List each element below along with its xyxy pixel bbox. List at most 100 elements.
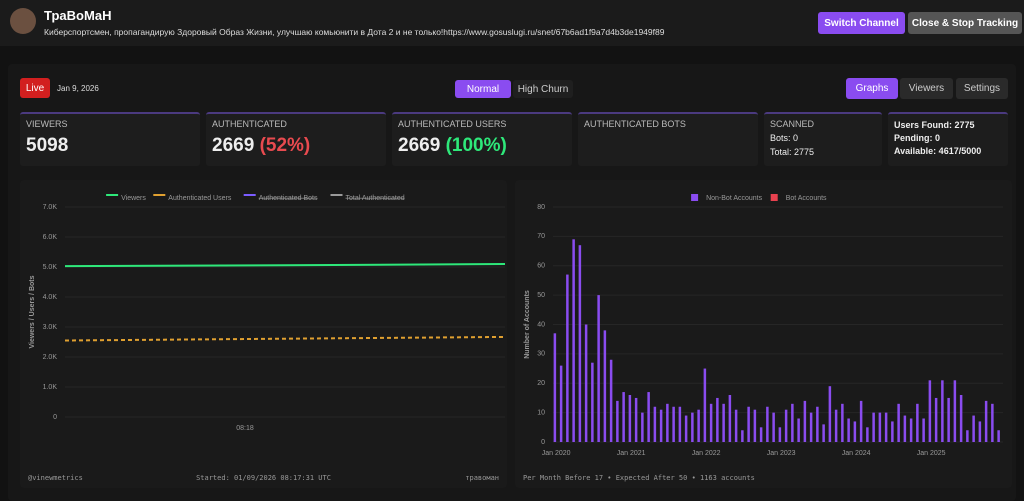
bar bbox=[616, 400, 619, 442]
legend-label: Total Authenticated bbox=[346, 195, 405, 202]
bar bbox=[934, 397, 938, 442]
card-label: VIEWERS bbox=[26, 119, 68, 129]
y-axis-label: Viewers / Users / Bots bbox=[29, 275, 36, 348]
card-value: 2669 bbox=[398, 135, 441, 156]
card-line: Available: 4617/5000 bbox=[894, 146, 982, 156]
card: SCANNED Bots: 0 Total: 2775 bbox=[764, 112, 882, 166]
x-tick-label: Jan 2021 bbox=[617, 450, 646, 457]
bar bbox=[784, 409, 788, 442]
x-tick-label: Jan 2023 bbox=[767, 450, 796, 457]
bar bbox=[859, 400, 863, 442]
y-tick-label: 1.0K bbox=[43, 384, 58, 391]
legend-label: Bot Accounts bbox=[786, 195, 827, 202]
card-value: 2669 bbox=[212, 135, 255, 156]
y-tick-label: 3.0K bbox=[43, 324, 58, 331]
card-label: AUTHENTICATED bbox=[212, 119, 287, 129]
tab-graphs[interactable]: Graphs bbox=[846, 78, 898, 99]
bar bbox=[716, 397, 719, 442]
bar bbox=[697, 409, 700, 442]
legend-label: Authenticated Bots bbox=[259, 195, 318, 202]
card-label: AUTHENTICATED USERS bbox=[398, 119, 507, 129]
bar bbox=[922, 418, 925, 442]
bar bbox=[791, 403, 794, 442]
bar bbox=[778, 427, 782, 442]
card-line: Total: 2775 bbox=[770, 147, 815, 157]
bar bbox=[622, 392, 625, 442]
tab-viewers[interactable]: Viewers bbox=[900, 78, 953, 99]
bar bbox=[584, 324, 588, 442]
bar bbox=[684, 415, 688, 442]
x-tick-label: Jan 2024 bbox=[842, 450, 871, 457]
card-line: Users Found: 2775 bbox=[894, 120, 975, 130]
bar bbox=[634, 397, 638, 442]
legend-swatch bbox=[243, 194, 256, 196]
bar bbox=[966, 430, 969, 442]
y-tick-label: 30 bbox=[537, 351, 545, 358]
bar bbox=[884, 412, 888, 442]
bar-chart: 0 10 20 30 40 50 60 70 80 Number of Accounts Non-B… bbox=[515, 180, 1012, 488]
bar bbox=[797, 418, 800, 442]
bar bbox=[666, 403, 669, 442]
bar bbox=[741, 430, 744, 442]
bar bbox=[647, 392, 650, 442]
bar bbox=[816, 406, 819, 442]
y-tick-label: 0 bbox=[541, 439, 545, 446]
bar bbox=[822, 424, 825, 442]
card: AUTHENTICATED USERS 2669 (100%) bbox=[392, 112, 572, 166]
bar bbox=[928, 380, 932, 442]
y-tick-label: 50 bbox=[537, 292, 545, 299]
header: ТраВоМаН Киберспортсмен, пропагандирую З… bbox=[0, 0, 1024, 46]
line-chart: 0 1.0K 2.0K 3.0K 4.0K 5.0K 6.0K 7.0K Viewers / U… bbox=[20, 180, 507, 488]
switch-channel-button[interactable]: Switch Channel bbox=[818, 12, 905, 34]
bar bbox=[691, 412, 694, 442]
bar bbox=[734, 409, 738, 442]
card: AUTHENTICATED 2669 (52%) bbox=[206, 112, 386, 166]
legend-swatch bbox=[770, 194, 778, 201]
card: VIEWERS 5098 bbox=[20, 112, 200, 166]
legend-swatch bbox=[106, 194, 119, 196]
bar bbox=[847, 418, 850, 442]
bar bbox=[591, 362, 594, 442]
card-line: Bots: 0 bbox=[770, 133, 799, 143]
mode-normal[interactable]: Normal bbox=[455, 80, 511, 98]
legend-label: Non-Bot Accounts bbox=[706, 195, 763, 202]
footer-text: Started: 01/09/2026 08:17:31 UTC bbox=[196, 474, 331, 482]
card-value: 5098 bbox=[26, 135, 69, 156]
series-line bbox=[64, 263, 506, 268]
card-percent: (100%) bbox=[445, 135, 507, 156]
bar bbox=[728, 395, 732, 442]
bar bbox=[828, 386, 832, 442]
bar bbox=[709, 403, 713, 442]
x-tick-label: Jan 2020 bbox=[542, 450, 571, 457]
bar bbox=[853, 421, 857, 442]
channel-description: Киберспортсмен, пропагандирую Здоровый О… bbox=[44, 27, 665, 37]
bar bbox=[597, 295, 600, 442]
bar bbox=[766, 406, 769, 442]
close-button[interactable]: Close & Stop Tracking bbox=[908, 12, 1022, 34]
card-line: Pending: 0 bbox=[894, 133, 941, 143]
bar bbox=[953, 380, 957, 442]
tab-settings[interactable]: Settings bbox=[956, 78, 1008, 99]
bar bbox=[991, 403, 994, 442]
bar bbox=[566, 274, 569, 442]
bar bbox=[759, 427, 763, 442]
y-tick-label: 80 bbox=[537, 204, 545, 211]
mode-high-churn[interactable]: High Churn bbox=[513, 80, 573, 98]
legend-swatch bbox=[330, 194, 343, 196]
bar bbox=[753, 409, 757, 442]
y-tick-label: 5.0K bbox=[43, 264, 58, 271]
date: Jan 9, 2026 bbox=[57, 84, 99, 93]
bar bbox=[609, 359, 613, 442]
x-tick-label: Jan 2025 bbox=[917, 450, 946, 457]
bar bbox=[603, 330, 607, 442]
y-tick-label: 6.0K bbox=[43, 234, 58, 241]
bar bbox=[772, 412, 775, 442]
legend-label: Viewers bbox=[121, 195, 146, 202]
bar bbox=[659, 409, 663, 442]
card-label: SCANNED bbox=[770, 119, 815, 129]
avatar bbox=[10, 8, 36, 34]
legend-label: Authenticated Users bbox=[168, 195, 232, 202]
footer-text: @vinewmetrics bbox=[28, 474, 83, 482]
x-tick-label: Jan 2022 bbox=[692, 450, 721, 457]
